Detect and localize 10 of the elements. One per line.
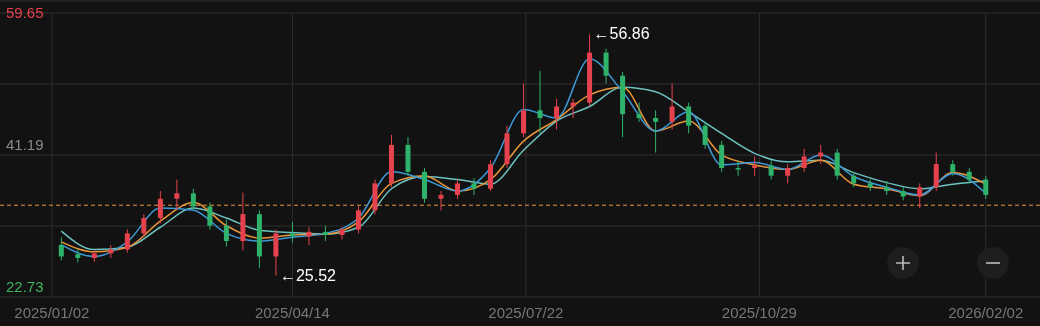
annotation: ←56.86 xyxy=(593,25,650,43)
y-tick-label: 22.73 xyxy=(6,278,44,295)
y-tick-label: 59.65 xyxy=(6,4,44,21)
x-tick-label: 2025/07/22 xyxy=(488,304,564,321)
annotation: ←25.52 xyxy=(279,266,337,284)
y-tick-label: 41.19 xyxy=(6,136,44,153)
x-tick-label: 2025/01/02 xyxy=(14,304,90,321)
x-tick-label: 2026/02/02 xyxy=(948,304,1024,321)
x-tick-label: 2025/04/14 xyxy=(254,304,330,321)
x-tick-label: 2025/10/29 xyxy=(721,304,797,321)
